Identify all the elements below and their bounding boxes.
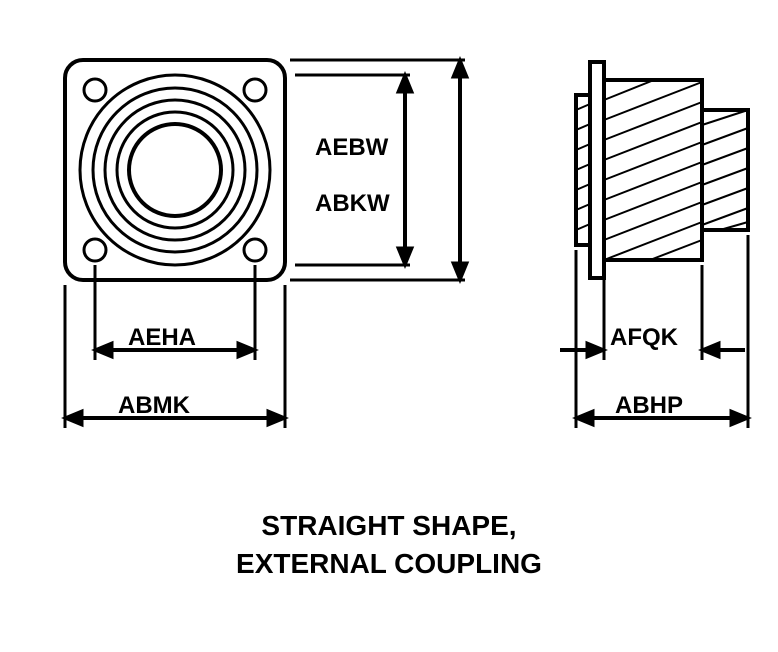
title-line1: STRAIGHT SHAPE, bbox=[0, 510, 778, 542]
label-aeha: AEHA bbox=[128, 324, 196, 352]
label-abhp: ABHP bbox=[615, 392, 683, 420]
front-view bbox=[65, 60, 285, 280]
label-abkw: ABKW bbox=[315, 190, 390, 218]
title-line2: EXTERNAL COUPLING bbox=[0, 548, 778, 580]
label-aebw: AEBW bbox=[315, 134, 388, 162]
dim-aebw bbox=[295, 75, 412, 265]
dim-abkw bbox=[290, 60, 467, 280]
diagram-canvas: AEBW ABKW AEHA ABMK AFQK ABHP STRAIGHT S… bbox=[0, 0, 778, 652]
side-view bbox=[576, 62, 748, 278]
label-afqk: AFQK bbox=[610, 324, 678, 352]
label-abmk: ABMK bbox=[118, 392, 190, 420]
